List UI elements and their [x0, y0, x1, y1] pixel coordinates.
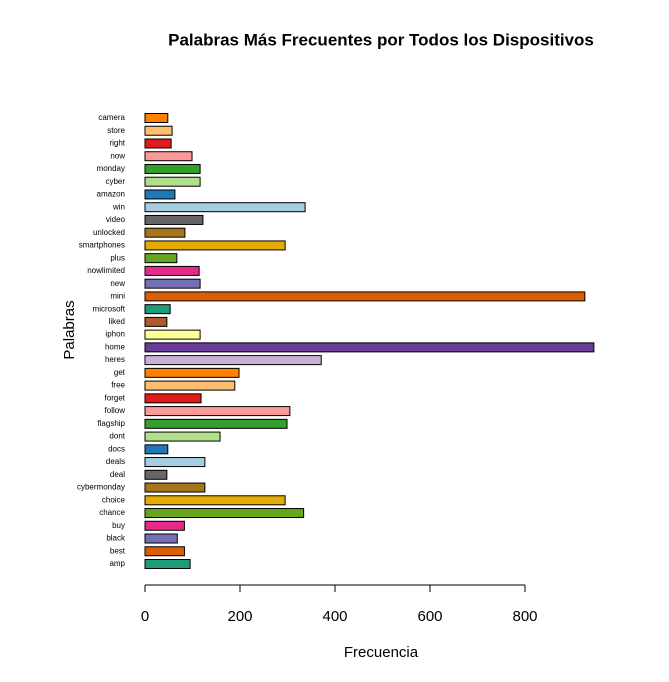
y-tick-label: video: [106, 215, 126, 224]
bar: [144, 520, 185, 531]
y-tick-label: monday: [97, 164, 125, 173]
bar: [144, 202, 306, 213]
y-tick-label: microsoft: [93, 304, 126, 313]
y-tick-label: choice: [102, 495, 126, 504]
y-axis-label: Palabras: [61, 300, 78, 359]
y-tick-label: mini: [110, 292, 125, 301]
bar: [144, 163, 201, 174]
y-tick-label: plus: [110, 253, 125, 262]
bar: [144, 380, 236, 391]
bar: [144, 559, 191, 569]
y-tick-label: deals: [106, 457, 125, 466]
y-tick-label: iphon: [105, 330, 125, 339]
bar: [144, 393, 202, 404]
bar: [144, 278, 201, 289]
y-tick-label: camera: [98, 113, 125, 122]
y-tick-label: home: [105, 342, 126, 351]
bar: [144, 113, 169, 123]
bar: [144, 316, 168, 327]
x-tick-label: 0: [141, 608, 149, 625]
bar: [144, 214, 204, 225]
bar: [144, 457, 206, 468]
bar: [144, 444, 169, 455]
y-tick-label: follow: [105, 406, 126, 415]
y-tick-label: now: [110, 151, 125, 160]
y-tick-label: store: [107, 126, 125, 135]
y-tick-label: black: [106, 534, 126, 543]
y-tick-label: buy: [112, 521, 125, 530]
y-tick-label: forget: [105, 393, 126, 402]
bar: [144, 329, 201, 340]
y-tick-label: dont: [109, 432, 125, 441]
y-tick-label: amazon: [97, 190, 125, 199]
bar: [144, 291, 586, 302]
bar: [144, 406, 291, 417]
bar: [144, 431, 221, 442]
y-tick-label: win: [112, 202, 125, 211]
x-tick-label: 800: [512, 608, 537, 625]
y-tick-label: cybermonday: [77, 483, 125, 492]
bar: [144, 367, 240, 378]
bar: [144, 508, 305, 519]
y-tick-label: amp: [109, 559, 125, 568]
chart-title: Palabras Más Frecuentes por Todos los Di…: [168, 30, 594, 49]
y-tick-label: get: [114, 368, 126, 377]
y-tick-label: free: [111, 381, 125, 390]
bar: [144, 253, 178, 264]
x-tick-label: 400: [322, 608, 347, 625]
bar: [144, 482, 206, 493]
bar: [144, 227, 186, 238]
y-tick-label: docs: [108, 444, 125, 453]
y-tick-label: cyber: [105, 177, 125, 186]
bar: [144, 355, 322, 366]
bar: [144, 533, 178, 544]
x-tick-label: 200: [227, 608, 252, 625]
x-axis-label: Frecuencia: [344, 644, 419, 661]
y-tick-label: heres: [105, 355, 125, 364]
bar: [144, 265, 200, 276]
x-tick-label: 600: [417, 608, 442, 625]
bar: [144, 240, 286, 251]
bar: [144, 418, 288, 429]
y-tick-label: nowlimited: [87, 266, 125, 275]
bar: [144, 469, 168, 480]
bar: [144, 546, 185, 557]
bar: [144, 138, 172, 149]
bar: [144, 151, 193, 162]
y-tick-label: best: [110, 546, 126, 555]
y-tick-label: right: [109, 139, 125, 148]
y-tick-label: smartphones: [79, 241, 125, 250]
bar: [144, 189, 176, 200]
y-tick-label: chance: [99, 508, 125, 517]
y-tick-label: unlocked: [93, 228, 125, 237]
y-tick-label: liked: [109, 317, 125, 326]
y-tick-label: new: [110, 279, 125, 288]
y-tick-label: deal: [110, 470, 125, 479]
bar: [144, 125, 173, 136]
bar: [144, 304, 171, 315]
bar: [144, 342, 595, 353]
bar: [144, 495, 286, 506]
y-tick-label: flagship: [97, 419, 125, 428]
bar: [144, 176, 201, 187]
